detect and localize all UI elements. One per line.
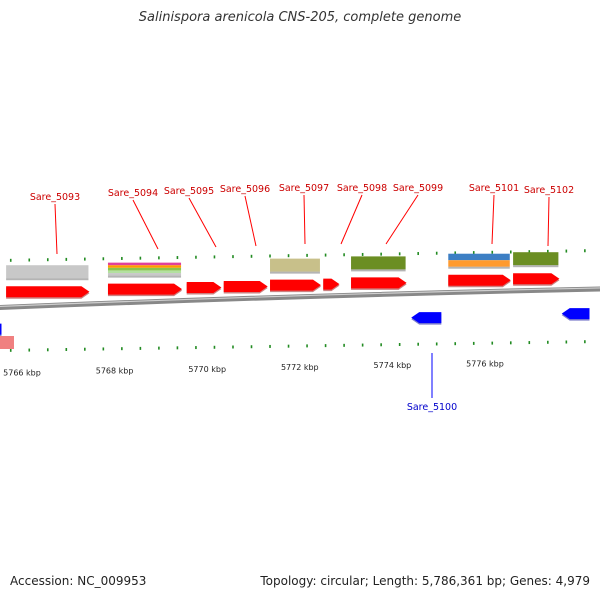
position-label: 5766 kbp (3, 369, 41, 378)
feature-track-bar (448, 253, 510, 261)
feature-track-shadow (448, 266, 510, 269)
gene-label: Sare_5102 (524, 185, 574, 196)
forward-gene-arrow (270, 279, 321, 291)
position-label: 5776 kbp (466, 359, 504, 368)
feature-track-bar (270, 258, 320, 272)
position-labels: 5766 kbp 5768 kbp 5770 kbp 5772 kbp 5774 kbp… (3, 359, 504, 377)
feature-track-bar (351, 256, 406, 270)
gene-label: Sare_5099 (393, 183, 443, 194)
reverse-gene-arrow (561, 308, 590, 320)
gene-label-leader (491, 194, 495, 245)
gene-label-leader (132, 199, 159, 250)
forward-gene-arrow (186, 282, 222, 294)
forward-gene-arrow (513, 273, 560, 285)
feature-track-shadow (6, 278, 89, 281)
gene-label: Sare_5096 (220, 184, 270, 195)
position-label: 5772 kbp (281, 363, 319, 372)
reverse-genes (0, 308, 590, 349)
feature-track-bar (107, 267, 182, 271)
gene-label-leader (303, 194, 306, 245)
feature-track-bar (448, 260, 510, 267)
gene-label-leader (340, 194, 363, 245)
forward-gene-arrow (448, 274, 511, 286)
gene-label: Sare_5094 (108, 188, 158, 199)
feature-track-shadow (513, 265, 559, 268)
reverse-gene-arrow (411, 312, 442, 324)
gene-label: Sare_5095 (164, 186, 214, 197)
genome-backbone (0, 286, 600, 310)
forward-gene-arrow (323, 278, 340, 290)
position-label: 5770 kbp (188, 365, 226, 374)
inner-ticks (9, 340, 586, 352)
gene-label-leader (244, 195, 257, 247)
backbone-line (0, 286, 600, 310)
map-title: Salinispora arenicola CNS-205, complete … (138, 10, 462, 25)
edge-feature-block (0, 336, 14, 349)
feature-track-bar (107, 270, 182, 274)
gene-label-leader (547, 196, 550, 247)
feature-track-bar (6, 265, 89, 279)
forward-genes (6, 273, 560, 299)
position-label: 5774 kbp (374, 361, 412, 370)
gene-label: Sare_5101 (469, 183, 519, 194)
gene-label: Sare_5093 (30, 192, 80, 203)
forward-gene-arrow (107, 283, 183, 295)
feature-track-shadow (270, 271, 320, 274)
reverse-gene-arrow (0, 323, 2, 335)
feature-tracks (6, 252, 559, 281)
feature-track-bar (107, 262, 182, 266)
feature-track-shadow (107, 275, 182, 278)
gene-label-leader (54, 203, 58, 255)
forward-gene-arrow (6, 286, 90, 298)
position-label: 5768 kbp (96, 367, 134, 376)
gene-label: Sare_5097 (279, 183, 329, 194)
feature-track-bar (107, 265, 182, 268)
gene-label: Sare_5098 (337, 183, 387, 194)
outer-ticks (9, 249, 586, 262)
forward-gene-arrow (223, 280, 268, 292)
gene-label: Sare_5100 (407, 402, 457, 413)
gene-labels: Sare_5093 Sare_5094 Sare_5095 Sare_5096 Sare… (30, 183, 574, 413)
feature-track-shadow (351, 269, 406, 272)
genome-summary: Topology: circular; Length: 5,786,361 bp… (260, 574, 590, 588)
gene-label-leader (188, 197, 217, 248)
feature-track-bar (513, 252, 559, 266)
backbone-highlight (0, 287, 600, 308)
gene-label-leader (385, 194, 419, 245)
accession-text: Accession: NC_009953 (10, 574, 147, 588)
forward-gene-arrow (351, 277, 407, 289)
feature-track-bar (107, 273, 182, 276)
